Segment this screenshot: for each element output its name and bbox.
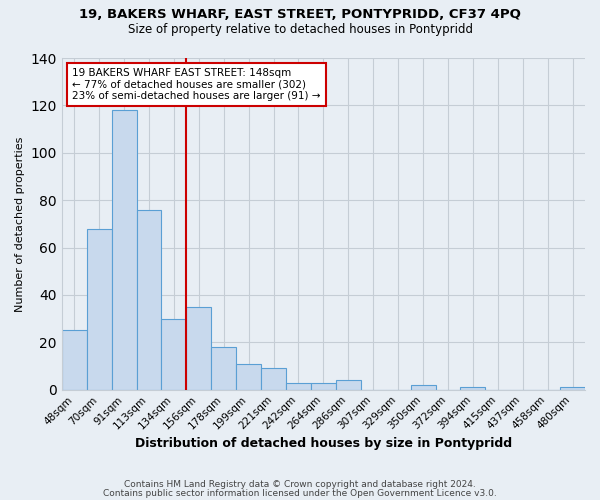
- Text: 19 BAKERS WHARF EAST STREET: 148sqm
← 77% of detached houses are smaller (302)
2: 19 BAKERS WHARF EAST STREET: 148sqm ← 77…: [72, 68, 321, 101]
- Bar: [261, 368, 286, 390]
- Bar: [137, 210, 161, 390]
- Text: Contains public sector information licensed under the Open Government Licence v3: Contains public sector information licen…: [103, 488, 497, 498]
- Text: 19, BAKERS WHARF, EAST STREET, PONTYPRIDD, CF37 4PQ: 19, BAKERS WHARF, EAST STREET, PONTYPRID…: [79, 8, 521, 20]
- Bar: [286, 382, 311, 390]
- Bar: [187, 307, 211, 390]
- Bar: [236, 364, 261, 390]
- Y-axis label: Number of detached properties: Number of detached properties: [15, 136, 25, 312]
- Text: Contains HM Land Registry data © Crown copyright and database right 2024.: Contains HM Land Registry data © Crown c…: [124, 480, 476, 489]
- Bar: [87, 228, 112, 390]
- Bar: [460, 388, 485, 390]
- Text: Size of property relative to detached houses in Pontypridd: Size of property relative to detached ho…: [128, 22, 473, 36]
- Bar: [211, 347, 236, 390]
- Bar: [161, 318, 187, 390]
- Bar: [560, 388, 585, 390]
- Bar: [311, 382, 336, 390]
- X-axis label: Distribution of detached houses by size in Pontypridd: Distribution of detached houses by size …: [135, 437, 512, 450]
- Bar: [410, 385, 436, 390]
- Bar: [62, 330, 87, 390]
- Bar: [112, 110, 137, 390]
- Bar: [336, 380, 361, 390]
